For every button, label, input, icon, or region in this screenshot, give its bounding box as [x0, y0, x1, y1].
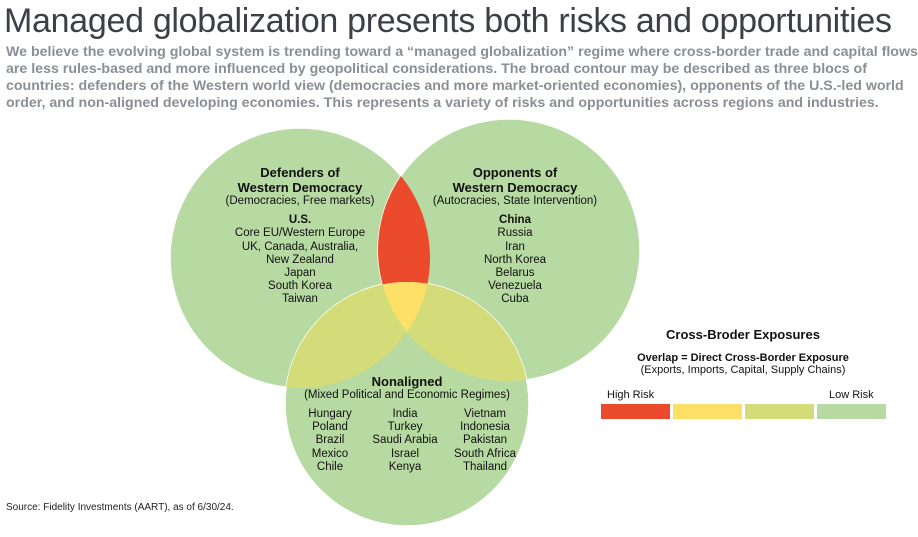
- defenders-title: Defenders of: [260, 165, 340, 180]
- country: Taiwan: [282, 293, 318, 306]
- opponents-desc: (Autocracies, State Intervention): [432, 195, 598, 207]
- source-note: Source: Fidelity Investments (AART), as …: [6, 502, 234, 513]
- country: UK, Canada, Australia,: [241, 240, 359, 253]
- country: South Africa: [453, 447, 516, 460]
- defenders-lead: U.S.: [288, 214, 312, 227]
- opponents-title: Western Democracy: [452, 180, 578, 195]
- country: Russia: [497, 227, 533, 240]
- country: Core EU/Western Europe: [234, 227, 366, 240]
- country: North Korea: [483, 253, 546, 266]
- country: Mexico: [311, 447, 349, 460]
- legend-bar-high: [601, 404, 670, 419]
- country: India: [392, 408, 418, 420]
- nonaligned-block: Nonaligned (Mixed Political and Economic…: [297, 374, 517, 402]
- country: Indonesia: [460, 421, 510, 434]
- country: Poland: [312, 421, 348, 434]
- nonaligned-column: India Turkey Saudi Arabia Israel Kenya: [365, 408, 445, 474]
- country: Israel: [390, 447, 420, 460]
- defenders-title: Western Democracy: [237, 180, 363, 195]
- country: Turkey: [387, 421, 423, 434]
- nonaligned-column: Vietnam Indonesia Pakistan South Africa …: [445, 408, 525, 474]
- legend: Cross-Broder Exposures Overlap = Direct …: [600, 327, 886, 376]
- country: Iran: [505, 240, 525, 253]
- nonaligned-desc: (Mixed Political and Economic Regimes): [304, 389, 510, 401]
- country: Saudi Arabia: [372, 434, 438, 447]
- country: Chile: [316, 460, 344, 473]
- legend-bar-low: [817, 404, 886, 419]
- country: Belarus: [495, 267, 535, 280]
- country: Kenya: [388, 460, 422, 473]
- legend-subtitle: Overlap = Direct Cross-Border Exposure: [637, 352, 849, 364]
- opponents-lead: China: [499, 214, 531, 227]
- legend-detail: (Exports, Imports, Capital, Supply Chain…: [640, 364, 846, 376]
- opponents-block: Opponents of Western Democracy (Autocrac…: [415, 165, 615, 307]
- country: Japan: [284, 267, 316, 280]
- country: Pakistan: [462, 434, 508, 447]
- legend-bar-medium-high: [673, 404, 742, 419]
- legend-bar-medium-low: [745, 404, 814, 419]
- opponents-title: Opponents of: [472, 165, 558, 180]
- opponents-nonaligned-overlap: [378, 282, 529, 381]
- country: Brazil: [315, 434, 345, 447]
- country: Venezuela: [488, 280, 542, 293]
- country: New Zealand: [266, 253, 334, 266]
- country: Hungary: [308, 408, 352, 420]
- nonaligned-column: Hungary Poland Brazil Mexico Chile: [295, 408, 365, 474]
- page-subtitle: We believe the evolving global system is…: [6, 44, 918, 111]
- page-title: Managed globalization presents both risk…: [4, 2, 892, 40]
- high-risk-label: High Risk: [607, 389, 655, 401]
- country: Thailand: [462, 460, 508, 473]
- country: Cuba: [501, 293, 529, 306]
- defenders-nonaligned-overlap: [285, 282, 430, 388]
- nonaligned-title: Nonaligned: [371, 374, 443, 389]
- low-risk-label: Low Risk: [829, 389, 874, 401]
- legend-title: Cross-Broder Exposures: [666, 327, 820, 342]
- defenders-desc: (Democracies, Free markets): [225, 195, 375, 207]
- country: Vietnam: [464, 408, 506, 420]
- defenders-block: Defenders of Western Democracy (Democrac…: [200, 165, 400, 307]
- country: South Korea: [268, 280, 332, 293]
